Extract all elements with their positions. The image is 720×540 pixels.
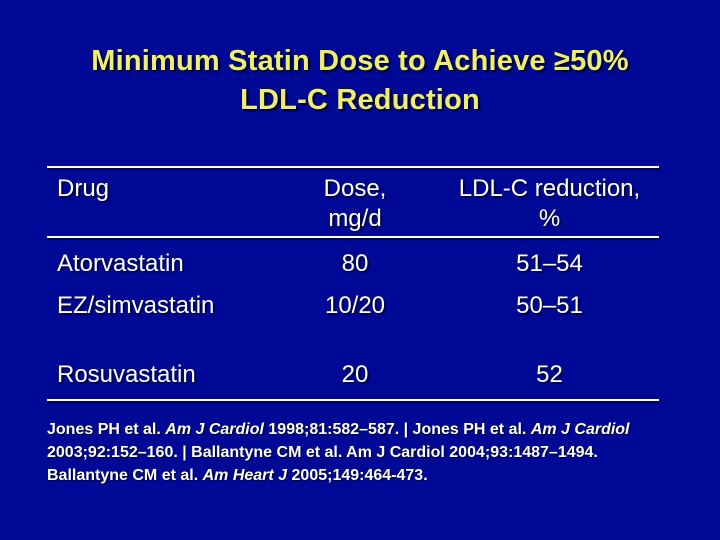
table-row-ez-simvastatin: EZ/simvastatin 10/20 50–51 bbox=[47, 291, 659, 321]
citation-journal: Am J Cardiol bbox=[165, 421, 264, 438]
dose-value: 10/20 bbox=[324, 292, 386, 319]
drug-name: Rosuvastatin bbox=[57, 361, 196, 388]
table-row-rosuvastatin: Rosuvastatin 20 52 bbox=[47, 360, 659, 390]
header-ldl-reduction: LDL-C reduction, % bbox=[440, 174, 659, 234]
header-dose-line-2: mg/d bbox=[328, 205, 382, 232]
dose-value: 80 bbox=[341, 250, 369, 277]
citation-segment: Jones PH et al. bbox=[47, 421, 166, 438]
drug-name: Atorvastatin bbox=[57, 250, 184, 277]
title-line-2: LDL-C Reduction bbox=[240, 84, 480, 116]
table-row-atorvastatin: Atorvastatin 80 51–54 bbox=[47, 249, 659, 279]
citation: Jones PH et al. Am J Cardiol 1998;81:582… bbox=[47, 418, 667, 487]
header-drug: Drug bbox=[57, 175, 110, 202]
header-ldl-line-2: % bbox=[538, 205, 561, 232]
slide-title: Minimum Statin Dose to Achieve ≥50% LDL-… bbox=[0, 42, 720, 120]
title-line-1: Minimum Statin Dose to Achieve ≥50% bbox=[91, 45, 629, 77]
citation-journal: Am Heart J bbox=[202, 467, 288, 484]
citation-segment: 2003;92:152–160. | Ballantyne CM et al. … bbox=[47, 444, 598, 484]
drug-name: EZ/simvastatin bbox=[57, 292, 215, 319]
citation-segment: 1998;81:582–587. | Jones PH et al. bbox=[263, 421, 531, 438]
table-header-rule bbox=[47, 236, 659, 238]
dose-value: 20 bbox=[341, 361, 369, 388]
header-dose: Dose, mg/d bbox=[270, 174, 440, 234]
statin-dose-table: Drug Dose, mg/d LDL-C reduction, % Atorv… bbox=[47, 166, 659, 401]
ldl-reduction-value: 52 bbox=[536, 361, 563, 388]
citation-segment: 2005;149:464-473. bbox=[287, 467, 428, 484]
ldl-reduction-value: 51–54 bbox=[516, 250, 583, 277]
header-dose-line-1: Dose, bbox=[323, 175, 387, 202]
ldl-reduction-value: 50–51 bbox=[516, 292, 583, 319]
table-header-row: Drug Dose, mg/d LDL-C reduction, % bbox=[47, 168, 659, 236]
header-ldl-line-1: LDL-C reduction, bbox=[458, 175, 641, 202]
citation-journal: Am J Cardiol bbox=[530, 421, 630, 438]
table-bottom-rule bbox=[47, 399, 659, 401]
table-top-rule bbox=[47, 166, 659, 168]
